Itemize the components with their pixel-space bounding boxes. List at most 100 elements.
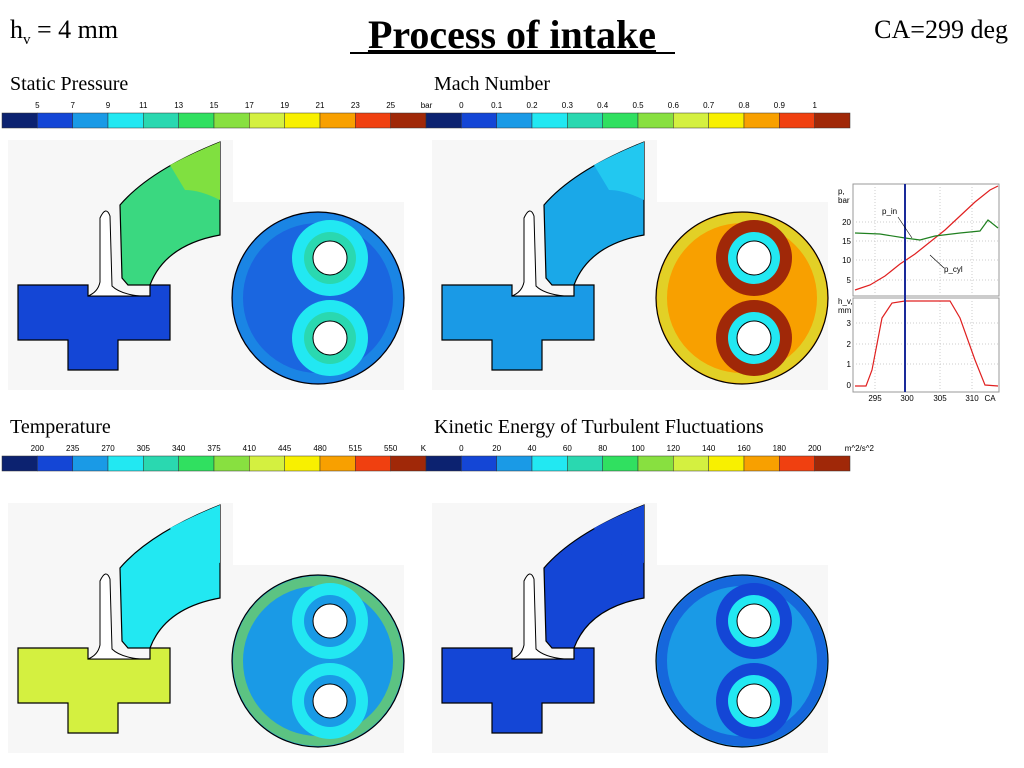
- valve-hole: [312, 320, 348, 356]
- colorbar-segment: [567, 455, 603, 472]
- colorbar-tick-label: 0.5: [632, 101, 644, 110]
- lift-symbol: h: [10, 15, 23, 44]
- colorbar-tick-label: 0.1: [491, 101, 503, 110]
- colorbar-segment: [72, 112, 109, 129]
- colorbar-tick-label: 7: [70, 101, 75, 110]
- x-tick-label: 305: [933, 394, 947, 403]
- colorbar-tick-label: 9: [106, 101, 111, 110]
- colorbar-segment: [708, 112, 745, 129]
- colorbar-unit: K: [421, 444, 427, 453]
- colorbar-segment: [779, 455, 815, 472]
- panel-title: Mach Number: [434, 73, 550, 95]
- slide-title: Process of intake: [368, 12, 656, 57]
- x-tick-label: 310: [965, 394, 979, 403]
- colorbar-tick-label: 515: [349, 444, 363, 453]
- colorbar-segment: [1, 112, 38, 129]
- colorbar-tick-label: 200: [31, 444, 45, 453]
- colorbar-segment: [673, 455, 709, 472]
- colorbar-tick-label: 60: [563, 444, 572, 453]
- colorbar-tick-label: 17: [245, 101, 254, 110]
- colorbar-segment: [567, 112, 603, 129]
- panel: Temperature 200 235 270 305 340 375 410 445 480 51…: [1, 416, 427, 753]
- colorbar-tick-label: 23: [351, 101, 360, 110]
- runner-tip: [594, 142, 644, 200]
- colorbar-segment: [743, 112, 780, 129]
- panel: Static Pressure 5 7 9 11 13 15 17 19 21 23 25 bar: [1, 73, 433, 390]
- x-tick-label: 300: [900, 394, 914, 403]
- pressure-tick-label: 5: [847, 276, 852, 285]
- port-image: [432, 140, 829, 390]
- valve-hole: [736, 240, 772, 276]
- colorbar-tick-label: 445: [278, 444, 292, 453]
- colorbar-segment: [319, 455, 356, 472]
- colorbar-segment: [461, 455, 497, 472]
- colorbar-segment: [743, 455, 780, 472]
- colorbar-segment: [637, 112, 674, 129]
- p-cyl-curve: [854, 185, 999, 291]
- colorbar-tick-label: 40: [528, 444, 537, 453]
- runner-tip: [594, 505, 644, 563]
- colorbar-segment: [390, 112, 427, 129]
- pressure-tick-label: 20: [842, 218, 851, 227]
- colorbar-tick-label: 80: [598, 444, 607, 453]
- valve-hole: [736, 683, 772, 719]
- pressure-axis-label: p,: [838, 187, 845, 196]
- panel-title: Temperature: [10, 416, 111, 438]
- port-image: [8, 140, 405, 390]
- x-tick-label: 295: [868, 394, 882, 403]
- colorbar-tick-label: 375: [207, 444, 221, 453]
- colorbar-segment: [496, 112, 533, 129]
- lift-tick-label: 2: [847, 340, 852, 349]
- colorbar-segment: [814, 455, 851, 472]
- p-in-leader: [897, 216, 913, 239]
- colorbar-segment: [284, 455, 321, 472]
- port-image: [8, 503, 405, 753]
- valve-hole: [312, 603, 348, 639]
- lift-plot-frame: [852, 297, 1000, 393]
- colorbar-segment: [249, 112, 285, 129]
- valve-hole: [736, 320, 772, 356]
- colorbar-tick-label: 160: [737, 444, 751, 453]
- colorbar-tick-label: 11: [139, 101, 148, 110]
- lift-tick-label: 1: [847, 360, 852, 369]
- colorbar-tick-label: 180: [773, 444, 787, 453]
- colorbar-segment: [708, 455, 745, 472]
- colorbar-segment: [390, 455, 427, 472]
- p-cyl-label: p_cyl: [944, 265, 963, 274]
- colorbar-segment: [531, 455, 568, 472]
- colorbar-tick-label: 480: [313, 444, 327, 453]
- colorbar-tick-label: 0.7: [703, 101, 715, 110]
- colorbar-segment: [637, 455, 674, 472]
- lift-tick-label: 0: [847, 381, 852, 390]
- cylinder-edge: [657, 213, 827, 383]
- valve-hole: [312, 240, 348, 276]
- p-in-curve: [854, 219, 999, 241]
- colorbar-segment: [425, 455, 462, 472]
- colorbar-tick-label: 120: [667, 444, 681, 453]
- colorbar-tick-label: 21: [316, 101, 325, 110]
- pressure-axis-label: bar: [838, 196, 850, 205]
- valve: [87, 573, 141, 660]
- colorbar-unit: bar: [421, 101, 433, 110]
- colorbar-tick-label: 235: [66, 444, 80, 453]
- lift-axis-label: mm: [838, 306, 852, 315]
- panel-title: Kinetic Energy of Turbulent Fluctuations: [434, 416, 764, 438]
- colorbar-unit: m^2/s^2: [845, 444, 875, 453]
- colorbar-tick-label: 305: [137, 444, 151, 453]
- valve: [511, 210, 565, 297]
- colorbar-tick-label: 5: [35, 101, 40, 110]
- lift-axis-label: h_v,: [838, 297, 853, 306]
- colorbar-segment: [355, 455, 391, 472]
- colorbar-segment: [37, 455, 73, 472]
- valve-lift: hv = 4 mm: [10, 15, 118, 48]
- colorbar-segment: [178, 112, 215, 129]
- colorbar-tick-label: 0: [459, 444, 464, 453]
- colorbar-segment: [284, 112, 321, 129]
- colorbar-tick-label: 270: [101, 444, 115, 453]
- colorbar-tick-label: 0.2: [526, 101, 538, 110]
- colorbar-segment: [213, 455, 250, 472]
- colorbar-tick-label: 550: [384, 444, 398, 453]
- panel: Mach Number 0 0.1 0.2 0.3 0.4 0.5 0.6 0.7 0.8 0.9 1: [425, 73, 851, 390]
- p-in-label: p_in: [882, 207, 897, 216]
- colorbar-tick-label: 0.9: [774, 101, 786, 110]
